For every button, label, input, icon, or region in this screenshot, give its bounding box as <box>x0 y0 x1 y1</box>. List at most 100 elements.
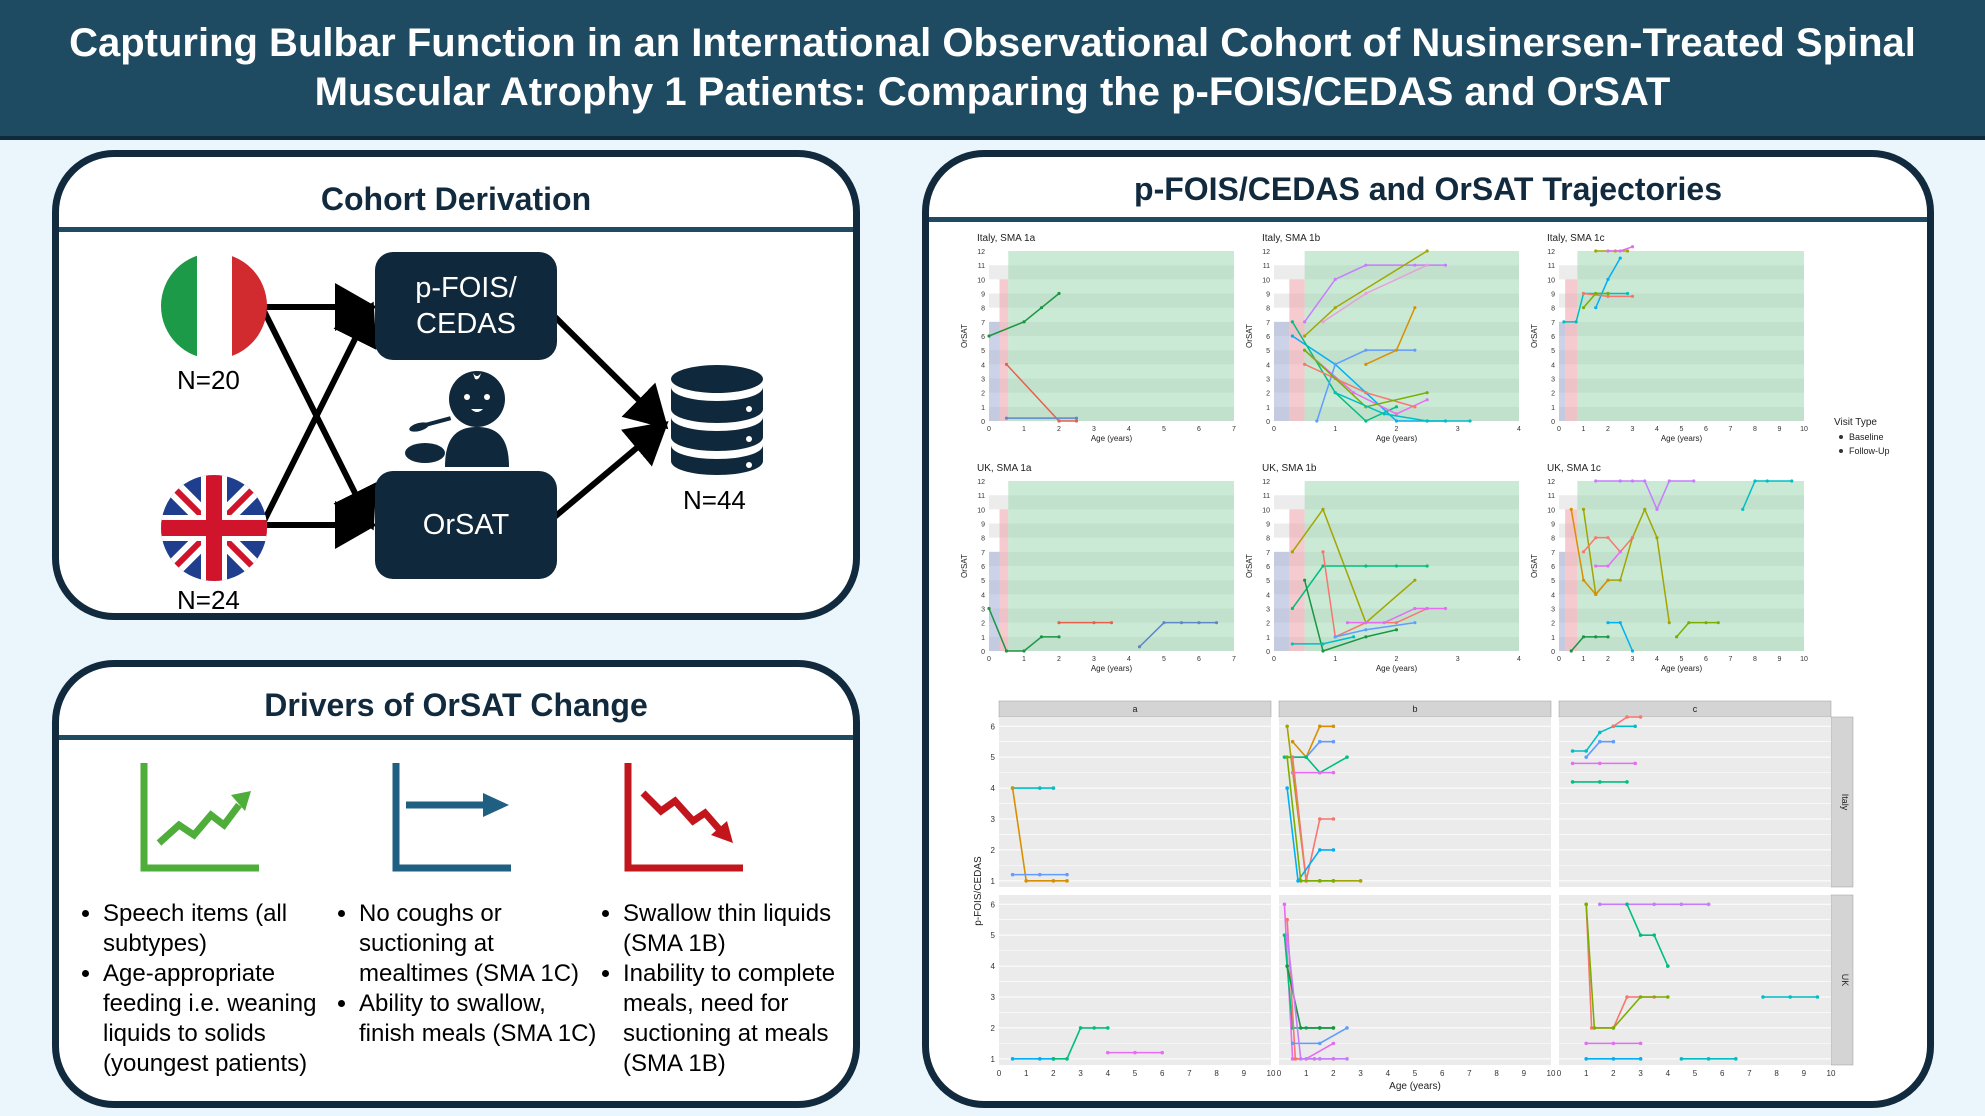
data-point <box>1625 902 1629 907</box>
x-tick-label: 2 <box>1395 426 1399 433</box>
data-point <box>1606 277 1610 281</box>
x-axis-label: Age (years) <box>1091 664 1133 673</box>
data-point <box>1741 507 1745 511</box>
data-point <box>1394 412 1399 416</box>
x-tick-label: 5 <box>1133 1069 1138 1078</box>
data-point <box>1425 391 1429 395</box>
data-point <box>1303 320 1307 324</box>
x-tick-label: 0 <box>1557 1069 1562 1078</box>
increase-drivers-list: Speech items (all subtypes) Age-appropri… <box>71 899 335 1079</box>
x-tick-label: 8 <box>1494 1069 1499 1078</box>
legend-followup: Follow-Up <box>1849 446 1890 456</box>
data-point <box>1581 550 1586 554</box>
data-point <box>1074 419 1079 423</box>
y-tick-label: 10 <box>1262 507 1270 514</box>
y-tick-label: 6 <box>1551 564 1555 571</box>
data-point <box>1618 550 1622 554</box>
data-point <box>1364 419 1368 423</box>
data-point <box>1106 1050 1110 1055</box>
data-point <box>1630 294 1635 298</box>
data-point <box>1321 642 1325 646</box>
x-tick-label: 1 <box>1584 1069 1589 1078</box>
data-point <box>1630 245 1635 249</box>
facet-panel: 0 1 2 3 4 5 6 7 8 9 10 <box>1557 895 1836 1078</box>
y-tick-label: 12 <box>1262 249 1270 256</box>
y-tick-label: 1 <box>981 635 985 642</box>
x-tick-label: 7 <box>1747 1069 1752 1078</box>
y-tick-label: 4 <box>1551 362 1555 369</box>
x-tick-label: 8 <box>1753 426 1757 433</box>
y-tick-label: 2 <box>1266 391 1270 398</box>
age-band-shade <box>1565 509 1578 651</box>
facet-row-label: Italy <box>1840 794 1850 811</box>
data-point <box>1443 606 1448 611</box>
x-tick-label: 2 <box>1395 656 1399 663</box>
data-point <box>1761 995 1765 999</box>
orsat-box-label: OrSAT <box>422 509 510 541</box>
y-tick-label: 9 <box>1266 522 1270 529</box>
data-point <box>1333 306 1337 310</box>
x-tick-label: 8 <box>1214 1069 1219 1078</box>
facet-panel <box>1279 717 1551 887</box>
data-point <box>1598 761 1602 766</box>
data-point <box>1706 902 1711 907</box>
legend-title: Visit Type <box>1834 417 1877 428</box>
y-tick-label: 5 <box>1551 578 1555 585</box>
data-point <box>1630 479 1635 483</box>
x-tick-label: 10 <box>1800 656 1808 663</box>
data-point <box>1679 902 1684 907</box>
series-line <box>1284 756 1348 774</box>
x-tick-label: 5 <box>1162 656 1166 663</box>
data-point <box>1333 362 1337 366</box>
data-point <box>1618 256 1622 260</box>
y-tick-label: 2 <box>1266 621 1270 628</box>
data-point <box>1643 507 1647 511</box>
y-tick-label: 11 <box>1263 263 1270 270</box>
legend-marker <box>1839 449 1843 453</box>
x-tick-label: 0 <box>1277 1069 1282 1078</box>
cohort-derivation-title: Cohort Derivation <box>320 181 592 217</box>
series-line <box>1742 480 1792 510</box>
x-tick-label: 7 <box>1232 426 1236 433</box>
y-tick-label: 5 <box>1266 578 1270 585</box>
data-point <box>1606 635 1610 639</box>
list-item: No coughs or suctioning at mealtimes (SM… <box>359 899 607 989</box>
data-point <box>1618 578 1622 582</box>
y-tick-label: 3 <box>981 607 985 614</box>
x-tick-label: 0 <box>987 426 991 433</box>
y-tick-label: 10 <box>1547 277 1555 284</box>
data-point <box>1010 872 1015 877</box>
x-tick-label: 2 <box>1611 1069 1616 1078</box>
italy-flag-icon <box>161 253 267 359</box>
x-tick-label: 6 <box>1704 426 1708 433</box>
data-point <box>1321 320 1325 324</box>
data-point <box>1078 1026 1083 1030</box>
data-point <box>1282 902 1287 907</box>
data-point <box>1290 1057 1295 1061</box>
list-item: Ability to swallow, finish meals (SMA 1C… <box>359 989 607 1049</box>
y-tick-label: 9 <box>981 292 985 299</box>
data-point <box>1413 263 1417 267</box>
data-point <box>1652 933 1656 937</box>
legend-baseline: Baseline <box>1849 432 1884 442</box>
y-tick-label: 12 <box>1547 249 1555 256</box>
y-tick-label: 1 <box>1551 635 1555 642</box>
data-point <box>1562 320 1566 324</box>
series-line <box>1676 621 1719 638</box>
data-point <box>1425 263 1429 267</box>
y-tick-label: 4 <box>991 962 996 971</box>
data-point <box>1765 479 1769 483</box>
data-point <box>1584 1057 1588 1061</box>
data-point <box>1285 786 1289 790</box>
data-point <box>1394 564 1399 568</box>
data-point <box>1606 578 1610 582</box>
data-point <box>1364 635 1368 639</box>
data-point <box>1569 507 1573 511</box>
data-point <box>1364 628 1368 632</box>
series-line <box>1316 349 1415 422</box>
y-tick-label: 7 <box>1551 320 1555 327</box>
data-point <box>1592 1026 1597 1030</box>
data-point <box>1468 419 1472 423</box>
data-point <box>1611 1041 1616 1046</box>
x-axis-label: Age (years) <box>1376 664 1418 673</box>
